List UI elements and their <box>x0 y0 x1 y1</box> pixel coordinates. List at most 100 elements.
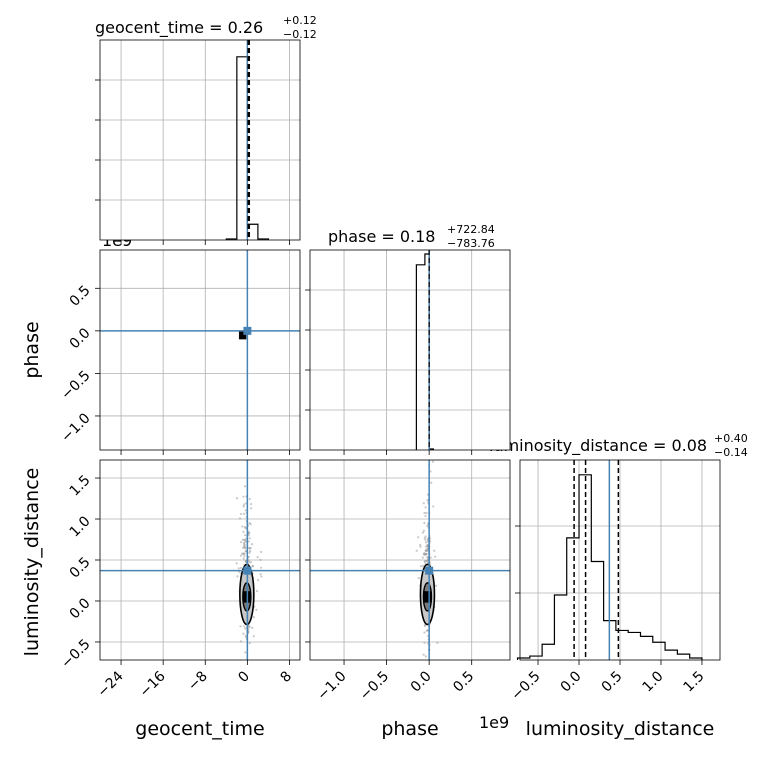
panel-distance-vs-geocent-time-point <box>248 537 251 540</box>
ylabel-phase: phase <box>21 321 43 378</box>
distance-y-axis-ticklabel-1: 0.0 <box>67 595 94 622</box>
panel-distance-vs-phase-point <box>419 543 422 547</box>
title-phase-minus: −783.76 <box>447 237 495 250</box>
panel-distance-vs-phase-point <box>435 584 438 587</box>
panel-distance-vs-phase-x-axis-ticklabel-0: −1.0 <box>314 668 349 703</box>
panel-distance-vs-geocent-time-point <box>251 626 254 629</box>
panel-distance-vs-phase-point <box>424 655 427 658</box>
panel-geocent-time-hist <box>95 39 301 245</box>
panel-distance-vs-geocent-time-point <box>244 559 247 563</box>
title-geocent-time: geocent_time = 0.26 +0.12 −0.12 <box>95 14 317 41</box>
panel-phase-hist-frame <box>309 249 511 451</box>
panel-distance-vs-phase-point <box>423 536 426 540</box>
panel-distance-vs-geocent-time-point <box>259 573 262 576</box>
offset-label-phase-x: 1e9 <box>479 713 509 732</box>
panel-distance-vs-phase-point <box>423 641 426 644</box>
panel-distance-vs-phase-point <box>432 505 435 508</box>
panel-geocent-time-hist-bg <box>100 40 300 240</box>
panel-distance-vs-phase-point <box>417 576 420 580</box>
panel-luminosity-distance-hist-x-axis-ticklabel-4: 1.5 <box>681 668 708 695</box>
panel-distance-vs-geocent-time-point <box>251 564 254 568</box>
panel-distance-vs-geocent-time-point <box>242 495 245 498</box>
panel-distance-vs-phase-x-axis-ticklabel-3: 0.5 <box>450 668 477 695</box>
panel-distance-vs-geocent-time-point <box>247 540 250 543</box>
panel-distance-vs-geocent-time-point <box>260 575 263 578</box>
panel-distance-vs-geocent-time-point <box>248 642 251 645</box>
panel-distance-vs-geocent-time-point <box>247 546 250 549</box>
panel-distance-vs-geocent-time-point <box>239 625 242 628</box>
panel-distance-vs-phase-point <box>426 560 429 563</box>
panel-distance-vs-geocent-time-x-axis-ticklabel-2: −8 <box>185 668 211 694</box>
phase-y-axis-ticklabel-2: 0.0 <box>67 325 94 352</box>
panel-distance-vs-geocent-time-point <box>242 505 245 508</box>
panel-distance-vs-phase-point <box>426 556 429 559</box>
panel-distance-vs-geocent-time-point <box>242 541 246 545</box>
panel-distance-vs-phase-truth-marker <box>425 566 434 575</box>
panel-distance-vs-geocent-time-point <box>239 512 243 516</box>
panel-distance-vs-geocent-time-point <box>248 522 251 525</box>
panel-distance-vs-phase-density-core <box>423 591 432 603</box>
distance-y-axis-ticklabel-3: 1.0 <box>67 513 94 540</box>
panel-distance-vs-geocent-time-x-axis-ticklabel-4: 8 <box>278 668 296 686</box>
panel-distance-vs-phase-point <box>423 624 426 627</box>
panel-distance-vs-geocent-time-point <box>244 509 247 512</box>
panel-distance-vs-geocent-time-point <box>241 538 244 541</box>
panel-distance-vs-phase-point <box>423 512 426 515</box>
panel-distance-vs-geocent-time-point <box>242 546 245 549</box>
panel-distance-vs-geocent-time-point <box>239 540 243 544</box>
panel-distance-vs-geocent-time-point <box>243 525 247 529</box>
panel-distance-vs-geocent-time-point <box>243 552 246 555</box>
phase-y-axis-ticklabel-1: −0.5 <box>58 368 93 403</box>
panel-distance-vs-phase-x-axis-ticklabel-2: 0.0 <box>408 668 435 695</box>
panel-distance-vs-phase-point <box>421 564 425 568</box>
panel-distance-vs-geocent-time-point <box>243 485 247 488</box>
panel-distance-vs-geocent-time-x-axis-ticklabel-3: 0 <box>235 668 253 686</box>
panel-luminosity-distance-hist <box>515 459 721 665</box>
panel-distance-vs-geocent-time-point <box>243 503 246 506</box>
panel-distance-vs-geocent-time-point <box>242 625 246 628</box>
panel-distance-vs-phase-point <box>423 553 426 556</box>
panel-distance-vs-phase-point <box>431 460 434 463</box>
panel-distance-vs-geocent-time-point <box>235 562 238 565</box>
panel-distance-vs-phase-point <box>417 536 420 539</box>
panel-distance-vs-geocent-time-truth-marker <box>243 566 252 575</box>
panel-distance-vs-phase-point <box>423 631 426 634</box>
panel-distance-vs-phase-point <box>424 506 427 509</box>
panel-distance-vs-phase-point <box>424 514 427 518</box>
distance-y-axis-ticklabel-4: 1.5 <box>67 472 94 499</box>
panel-distance-vs-geocent-time-point <box>235 497 239 500</box>
panel-distance-vs-geocent-time-x-axis-ticklabel-1: −16 <box>137 668 169 700</box>
panel-distance-vs-geocent-time-point <box>244 537 248 540</box>
panel-distance-vs-phase-point <box>430 481 433 484</box>
panel-distance-vs-geocent-time-point <box>259 558 262 562</box>
title-phase-plus: +722.84 <box>447 223 495 236</box>
panel-distance-vs-phase-point <box>422 653 425 656</box>
panel-distance-vs-phase-point <box>423 521 426 525</box>
panel-distance-vs-phase-point <box>424 549 428 552</box>
panel-luminosity-distance-hist-x-axis-ticklabel-1: 0.0 <box>558 668 585 695</box>
xlabel-phase: phase <box>381 718 438 740</box>
title-luminosity-distance-main: luminosity_distance = 0.08 <box>489 436 707 456</box>
panel-distance-vs-geocent-time-point <box>248 551 251 554</box>
panel-distance-vs-phase-point <box>422 502 425 505</box>
panel-distance-vs-phase-point <box>426 499 429 502</box>
panel-distance-vs-phase-point <box>434 555 437 558</box>
panel-distance-vs-geocent-time-point <box>236 575 239 578</box>
panel-distance-vs-geocent-time-point <box>255 590 259 593</box>
title-geocent-time-plus: +0.12 <box>283 14 317 27</box>
panel-distance-vs-geocent-time-point <box>247 555 250 559</box>
panel-distance-vs-geocent-time-point <box>242 632 245 635</box>
panel-distance-vs-geocent-time-point <box>255 608 258 611</box>
panel-phase-vs-geocent-time <box>95 249 301 455</box>
panel-distance-vs-geocent-time-point <box>256 579 260 582</box>
panel-distance-vs-phase-point <box>419 545 422 548</box>
panel-distance-vs-phase-point <box>429 470 432 473</box>
panel-distance-vs-phase-point <box>424 541 428 544</box>
panel-phase-vs-geocent-time-bg <box>100 250 300 450</box>
panel-distance-vs-geocent-time-point <box>247 625 251 628</box>
distance-y-axis-ticklabel-2: 0.5 <box>67 554 94 581</box>
panel-distance-vs-geocent-time-point <box>242 512 246 515</box>
title-phase-main: phase = 0.18 <box>328 227 435 246</box>
panel-distance-vs-geocent-time-point <box>249 502 253 506</box>
